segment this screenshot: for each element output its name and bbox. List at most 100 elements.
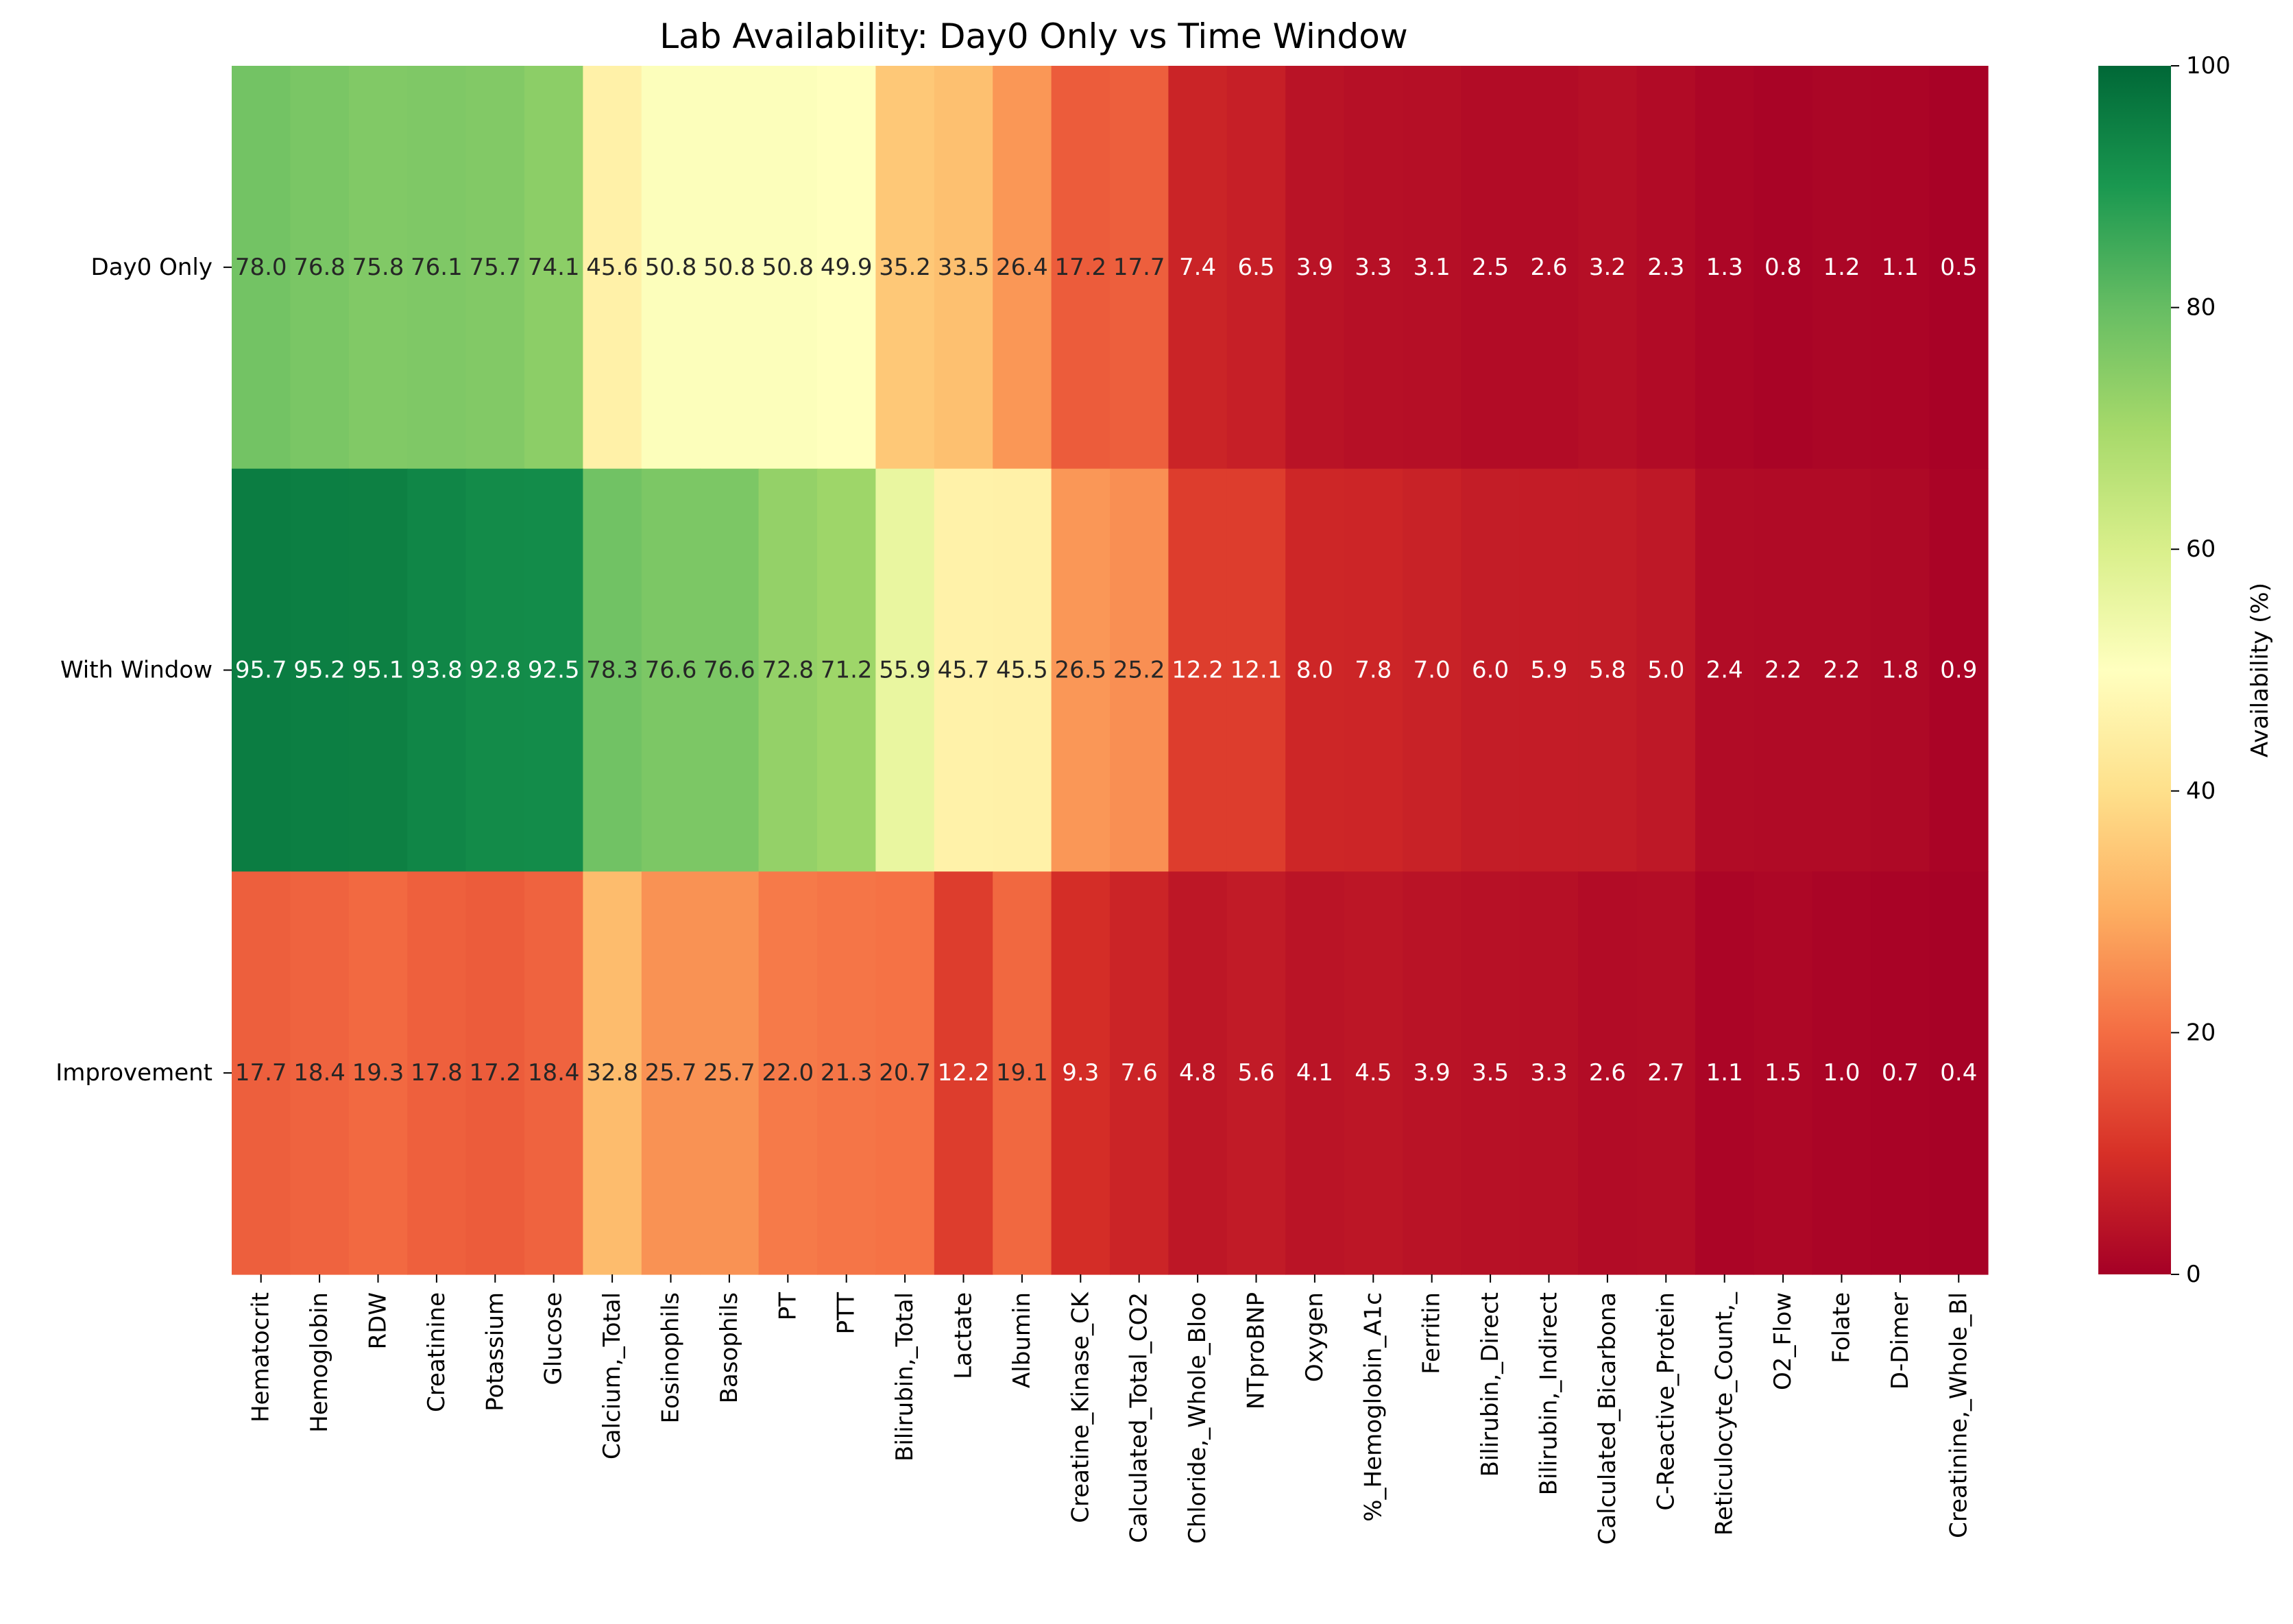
cell-value-label: 95.1 bbox=[352, 657, 404, 684]
column-label: Folate bbox=[1828, 1292, 1856, 1364]
cell-value-label: 75.8 bbox=[352, 254, 404, 281]
heatmap-cell bbox=[1168, 468, 1228, 872]
cell-value-label: 19.3 bbox=[352, 1059, 404, 1087]
column-label: Bilirubin,_Direct bbox=[1477, 1292, 1504, 1477]
heatmap-cell bbox=[1754, 66, 1813, 470]
colorbar-label: Availability (%) bbox=[2246, 583, 2274, 758]
heatmap-cell bbox=[524, 468, 583, 872]
cell-value-label: 3.5 bbox=[1472, 1059, 1509, 1087]
cell-value-label: 17.2 bbox=[1054, 254, 1106, 281]
cell-value-label: 50.8 bbox=[703, 254, 755, 281]
cell-value-label: 78.3 bbox=[586, 657, 638, 684]
heatmap-cell bbox=[1519, 871, 1579, 1275]
heatmap-cell bbox=[583, 66, 642, 470]
heatmap-cell bbox=[1754, 468, 1813, 872]
heatmap-cell bbox=[758, 871, 818, 1275]
heatmap-cell bbox=[524, 871, 583, 1275]
cell-value-label: 6.5 bbox=[1237, 254, 1274, 281]
heatmap-cell bbox=[583, 871, 642, 1275]
cell-value-label: 3.3 bbox=[1355, 254, 1392, 281]
heatmap-cell bbox=[1929, 468, 1989, 872]
cell-value-label: 3.2 bbox=[1589, 254, 1626, 281]
row-label: Improvement bbox=[56, 1059, 213, 1087]
cell-value-label: 26.5 bbox=[1054, 657, 1106, 684]
heatmap-cell bbox=[348, 66, 408, 470]
cell-value-label: 76.1 bbox=[411, 254, 463, 281]
colorbar-gradient bbox=[2098, 66, 2171, 1274]
cell-value-label: 17.7 bbox=[235, 1059, 287, 1087]
cell-value-label: 18.4 bbox=[528, 1059, 580, 1087]
heatmap-cell bbox=[1812, 66, 1871, 470]
cell-value-label: 25.7 bbox=[645, 1059, 697, 1087]
heatmap-cell bbox=[407, 66, 467, 470]
cell-value-label: 0.5 bbox=[1940, 254, 1977, 281]
cell-value-label: 2.6 bbox=[1530, 254, 1567, 281]
cell-value-label: 6.0 bbox=[1472, 657, 1509, 684]
column-labels: Hematocrit Hemoglobin RDW Creatinine Potassi… bbox=[247, 1274, 1972, 1544]
heatmap-cell bbox=[1578, 468, 1638, 872]
heatmap-cell bbox=[1285, 871, 1345, 1275]
heatmap-cell bbox=[232, 66, 291, 470]
heatmap-cell bbox=[934, 468, 993, 872]
heatmap-cell bbox=[1110, 871, 1169, 1275]
cell-value-label: 1.3 bbox=[1706, 254, 1743, 281]
cell-value-label: 3.3 bbox=[1530, 1059, 1567, 1087]
cell-value-label: 18.4 bbox=[293, 1059, 345, 1087]
colorbar-tick-label: 80 bbox=[2186, 294, 2216, 322]
column-label: RDW bbox=[365, 1292, 392, 1349]
cell-value-label: 0.7 bbox=[1882, 1059, 1919, 1087]
cell-value-label: 1.1 bbox=[1706, 1059, 1743, 1087]
cell-value-label: 33.5 bbox=[938, 254, 990, 281]
cell-value-label: 45.5 bbox=[996, 657, 1048, 684]
heatmap-cell bbox=[1461, 871, 1520, 1275]
heatmap-cell bbox=[1636, 871, 1696, 1275]
cell-value-label: 45.6 bbox=[586, 254, 638, 281]
cell-value-label: 12.2 bbox=[938, 1059, 990, 1087]
colorbar-tick-label: 60 bbox=[2186, 535, 2216, 563]
cell-value-label: 3.9 bbox=[1414, 1059, 1451, 1087]
cell-value-label: 71.2 bbox=[821, 657, 873, 684]
cell-value-label: 20.7 bbox=[879, 1059, 931, 1087]
cell-value-label: 1.1 bbox=[1882, 254, 1919, 281]
cell-value-label: 2.4 bbox=[1706, 657, 1743, 684]
heatmap-cell bbox=[583, 468, 642, 872]
cell-value-label: 50.8 bbox=[645, 254, 697, 281]
heatmap-cell bbox=[290, 468, 350, 872]
row-labels: Day0 Only With Window Improvement bbox=[56, 254, 232, 1087]
cell-value-label: 75.7 bbox=[469, 254, 521, 281]
heatmap-cell bbox=[1871, 871, 1930, 1275]
column-label: Ferritin bbox=[1418, 1292, 1446, 1374]
heatmap-cell bbox=[1812, 871, 1871, 1275]
column-label: D-Dimer bbox=[1886, 1292, 1914, 1390]
cell-value-label: 92.8 bbox=[469, 657, 521, 684]
cell-value-label: 2.6 bbox=[1589, 1059, 1626, 1087]
heatmap-cell bbox=[232, 468, 291, 872]
heatmap-cell bbox=[758, 468, 818, 872]
heatmap-cell bbox=[817, 871, 876, 1275]
heatmap-cell bbox=[1695, 66, 1754, 470]
heatmap-cell bbox=[934, 871, 993, 1275]
cell-value-label: 1.5 bbox=[1764, 1059, 1801, 1087]
heatmap-cell bbox=[524, 66, 583, 470]
heatmap-cell bbox=[1578, 66, 1638, 470]
heatmap-cell bbox=[1403, 66, 1461, 470]
cell-value-label: 8.0 bbox=[1296, 657, 1333, 684]
column-label: Chloride,_Whole_Bloo bbox=[1184, 1292, 1211, 1544]
cell-value-label: 2.2 bbox=[1764, 657, 1801, 684]
row-label: Day0 Only bbox=[91, 254, 213, 281]
cell-value-label: 95.7 bbox=[235, 657, 287, 684]
colorbar-tick-label: 100 bbox=[2186, 52, 2231, 80]
cell-value-label: 12.2 bbox=[1172, 657, 1224, 684]
heatmap-cell bbox=[875, 66, 935, 470]
cell-value-label: 49.9 bbox=[821, 254, 873, 281]
heatmap-cell bbox=[290, 66, 350, 470]
heatmap-cell bbox=[993, 66, 1052, 470]
heatmap-cell bbox=[1403, 871, 1461, 1275]
cell-value-label: 19.1 bbox=[996, 1059, 1048, 1087]
cell-value-label: 12.1 bbox=[1230, 657, 1283, 684]
cell-value-label: 7.4 bbox=[1179, 254, 1216, 281]
heatmap-cell bbox=[1344, 66, 1403, 470]
heatmap-cell bbox=[1110, 66, 1169, 470]
colorbar: 0 20 40 60 80 100 bbox=[2098, 52, 2231, 1288]
column-label: Creatine_Kinase_CK bbox=[1067, 1291, 1094, 1523]
